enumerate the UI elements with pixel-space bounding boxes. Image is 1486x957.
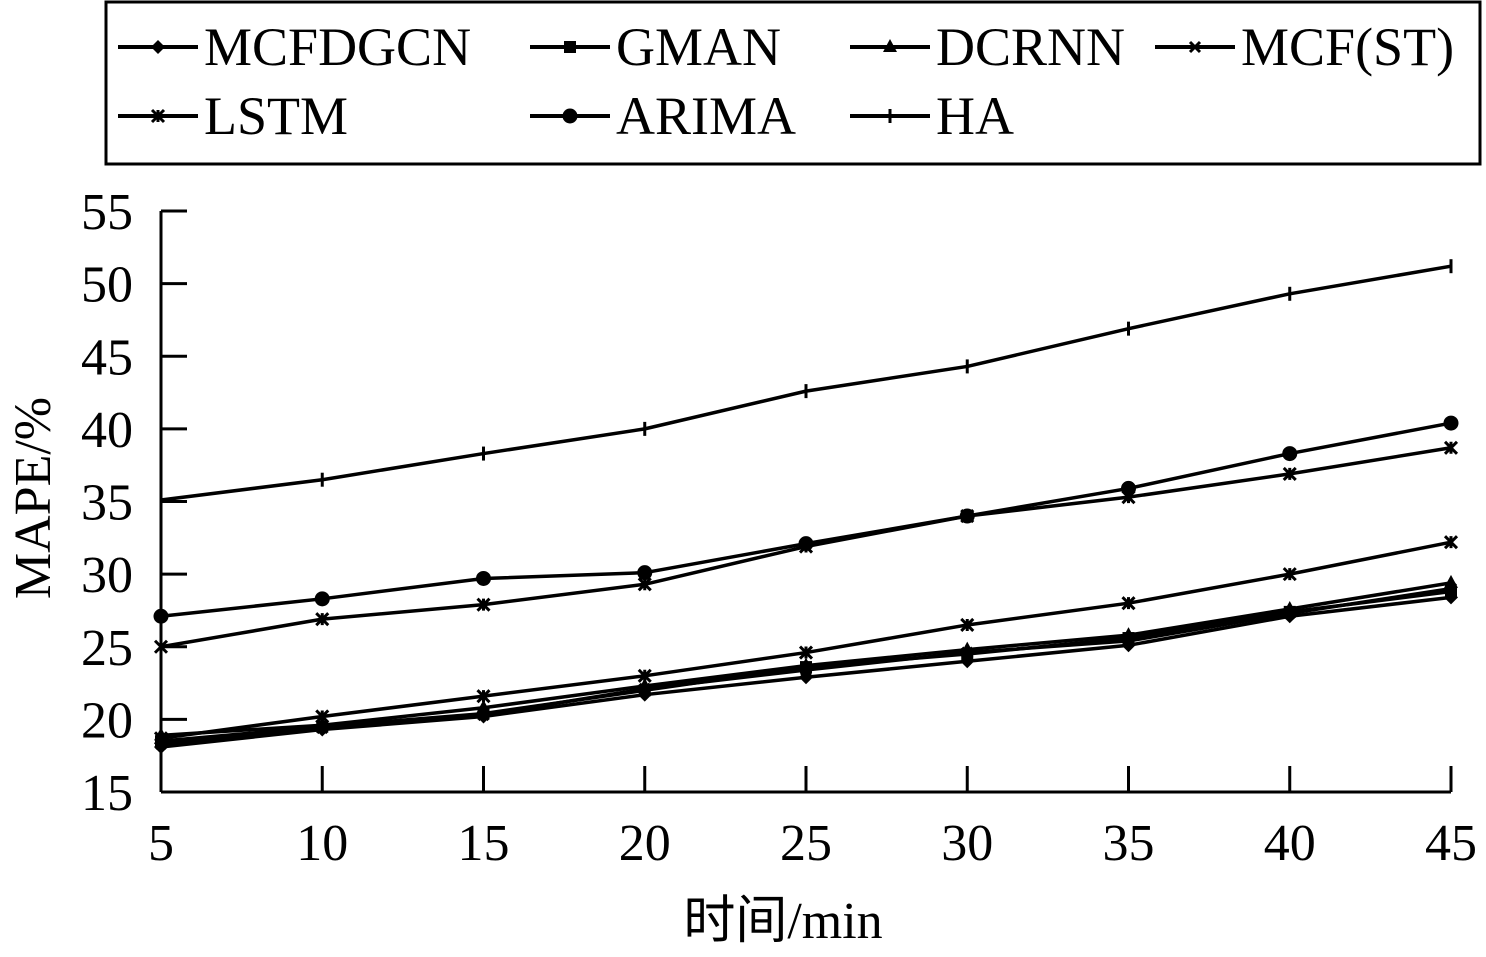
legend-label: MCF(ST)	[1241, 17, 1454, 77]
data-point	[960, 617, 975, 633]
legend-item: LSTM	[118, 86, 348, 146]
data-point	[153, 608, 169, 624]
data-point	[1443, 535, 1459, 550]
legend-marker	[564, 41, 576, 53]
series-line	[160, 540, 1452, 740]
legend-item: ARIMA	[530, 86, 796, 146]
legend-marker	[562, 108, 578, 124]
y-tick-label: 20	[81, 692, 133, 749]
data-point	[314, 591, 330, 607]
series-line	[160, 421, 1452, 618]
data-point	[799, 663, 813, 677]
x-tick-label: 35	[1103, 815, 1155, 872]
data-point	[477, 708, 490, 722]
y-axis-label: MAPE/%	[5, 397, 62, 599]
data-point	[798, 539, 814, 554]
y-tick-label: 45	[81, 329, 133, 386]
x-tick-label: 15	[458, 815, 510, 872]
x-tick-label: 10	[296, 815, 348, 872]
data-point	[1121, 490, 1136, 505]
legend-label: DCRNN	[936, 17, 1125, 77]
data-point	[798, 645, 814, 660]
data-point	[1443, 415, 1459, 431]
legend-marker	[883, 39, 897, 52]
data-point	[1282, 446, 1298, 462]
series-mcf-st	[154, 582, 1458, 751]
legend-item: MCFDGCN	[118, 17, 471, 77]
legend-label: ARIMA	[616, 86, 796, 146]
legend-item: HA	[850, 86, 1014, 146]
y-tick-label: 40	[81, 402, 133, 459]
legend-label: HA	[936, 86, 1014, 146]
data-point	[1443, 440, 1459, 455]
series-arima	[153, 415, 1459, 624]
y-tick-label: 25	[81, 620, 133, 677]
legend-label: GMAN	[616, 17, 781, 77]
x-tick-label: 40	[1264, 815, 1316, 872]
y-tick-label: 35	[81, 475, 133, 532]
series-line	[160, 264, 1452, 502]
y-tick-label: 55	[81, 184, 133, 241]
data-point	[153, 639, 169, 654]
legend-item: DCRNN	[850, 17, 1125, 77]
data-point	[637, 565, 653, 581]
data-point	[153, 731, 169, 746]
legend-marker	[1188, 40, 1202, 54]
data-point	[315, 709, 330, 724]
legend-marker	[151, 40, 165, 54]
data-point	[961, 646, 974, 659]
data-point	[476, 689, 491, 704]
x-tick-label: 30	[941, 815, 993, 872]
data-point	[1444, 574, 1458, 588]
series-unlabeled-7	[153, 440, 1459, 654]
x-axis-label: 时间/min	[683, 893, 882, 950]
series-layer	[153, 259, 1459, 754]
data-point	[1122, 634, 1135, 648]
y-tick-label: 30	[81, 547, 133, 604]
legend-item: GMAN	[530, 17, 781, 77]
data-point	[637, 668, 652, 683]
legend-label: LSTM	[204, 86, 348, 146]
data-point	[637, 577, 652, 592]
data-point	[960, 508, 975, 524]
legend: MCFDGCN GMAN DCRNN MCF(ST) LSTM ARIMA HA	[104, 0, 1482, 166]
data-point	[476, 597, 491, 612]
data-point	[1444, 582, 1458, 595]
y-tick-label: 50	[81, 257, 133, 314]
legend-marker	[150, 108, 166, 124]
legend-item: MCF(ST)	[1155, 17, 1454, 77]
data-point	[1283, 607, 1296, 620]
data-point	[1282, 466, 1297, 481]
data-point	[638, 682, 651, 695]
data-point	[1282, 567, 1297, 582]
x-tick-label: 20	[619, 815, 671, 872]
series-lstm	[153, 535, 1459, 746]
x-tick-label: 5	[148, 815, 174, 872]
x-tick-label: 45	[1425, 815, 1477, 872]
legend-frame	[104, 0, 1482, 166]
data-point	[315, 612, 330, 627]
data-point	[1121, 596, 1136, 611]
data-point	[476, 570, 491, 586]
x-tick-label: 25	[780, 815, 832, 872]
data-point	[316, 722, 329, 735]
series-ha	[159, 259, 1453, 508]
legend-label: MCFDGCN	[204, 17, 471, 77]
y-tick-label: 15	[81, 765, 133, 822]
